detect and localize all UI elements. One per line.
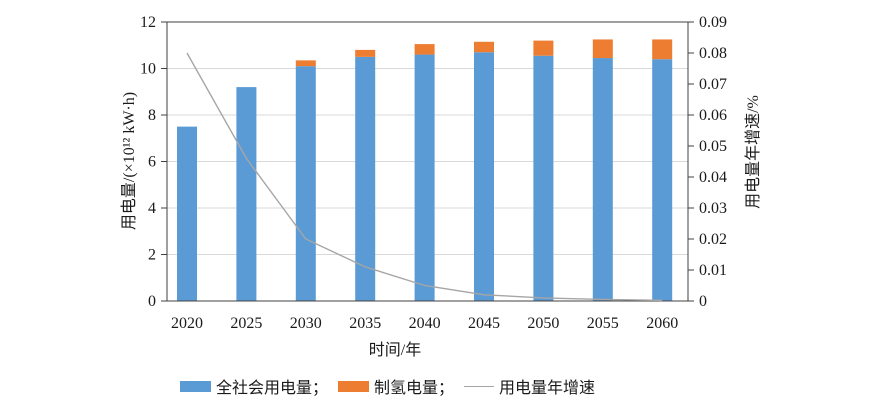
y-right-tick-label: 0.02: [699, 231, 727, 248]
y-axis-left-title: 用电量/(×10¹² kW·h): [121, 91, 138, 231]
x-axis-title: 时间/年: [368, 342, 422, 359]
y-right-tick-label: 0.08: [699, 45, 727, 62]
x-tick-label: 2025: [230, 315, 262, 332]
y-left-tick-label: 12: [140, 14, 156, 31]
bar-society-2040: [414, 54, 435, 301]
bar-society-2030: [295, 66, 316, 301]
hydrogen-bar-swatch: [338, 380, 370, 392]
y-right-tick-label: 0.01: [699, 262, 727, 279]
y-left-tick-label: 6: [148, 154, 156, 171]
society-bar-swatch: [180, 380, 211, 392]
legend-item-hydrogen: 制氢电量；: [338, 374, 454, 398]
bar-society-2045: [474, 52, 494, 301]
bar-hydrogen-2035: [355, 49, 376, 57]
bar-society-2055: [592, 58, 613, 301]
x-tick-label: 2060: [646, 315, 678, 332]
y-right-tick-label: 0: [699, 293, 707, 310]
legend: 全社会用电量； 制氢电量； 用电量年增速: [180, 374, 595, 398]
y-right-tick-label: 0.03: [699, 200, 727, 217]
growth-line-swatch: [464, 385, 495, 387]
y-right-tick-label: 0.04: [699, 169, 727, 186]
x-tick-label: 2050: [527, 315, 559, 332]
bar-hydrogen-2050: [533, 40, 554, 56]
bar-hydrogen-2030: [295, 60, 316, 67]
bar-hydrogen-2055: [592, 39, 613, 59]
bar-society-2020: [177, 126, 197, 301]
y-left-tick-label: 8: [148, 107, 156, 124]
y-left-tick-label: 0: [148, 293, 156, 310]
legend-label-society: 全社会用电量；: [216, 380, 329, 397]
y-right-tick-label: 0.09: [699, 14, 727, 31]
legend-label-growth: 用电量年增速: [499, 380, 596, 397]
legend-item-society: 全社会用电量；: [180, 374, 328, 398]
y-right-tick-label: 0.07: [699, 76, 727, 93]
legend-label-hydrogen: 制氢电量；: [374, 380, 455, 397]
y-axis-right-title: 用电量年增速/%: [745, 95, 762, 209]
growth-rate-line: [186, 52, 663, 302]
x-tick-label: 2045: [468, 315, 500, 332]
y-left-tick-label: 2: [148, 247, 156, 264]
bar-society-2035: [355, 56, 376, 301]
y-right-tick-label: 0.05: [699, 138, 727, 155]
legend-item-growth: 用电量年增速: [464, 374, 595, 398]
x-tick-label: 2055: [587, 315, 619, 332]
x-tick-label: 2035: [349, 315, 381, 332]
y-left-tick-label: 10: [140, 61, 156, 78]
bar-hydrogen-2045: [474, 41, 494, 53]
x-tick-label: 2040: [409, 315, 441, 332]
y-right-tick-label: 0.06: [699, 107, 727, 124]
bar-hydrogen-2040: [414, 44, 435, 55]
bar-society-2060: [652, 59, 673, 302]
x-tick-label: 2020: [171, 315, 203, 332]
bar-hydrogen-2060: [652, 39, 673, 60]
x-tick-label: 2030: [290, 315, 322, 332]
bar-society-2025: [236, 87, 257, 301]
y-left-tick-label: 4: [148, 200, 156, 217]
bar-society-2050: [533, 55, 554, 302]
